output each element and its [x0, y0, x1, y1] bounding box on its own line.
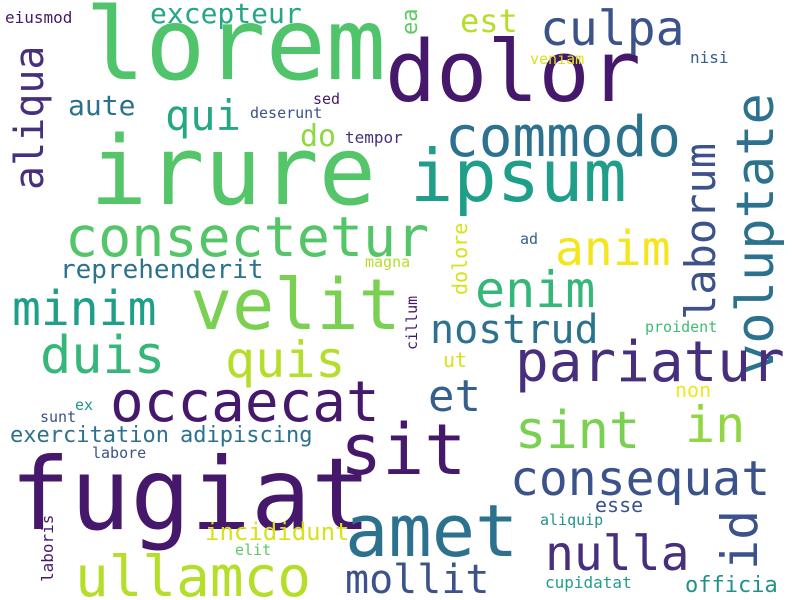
- word-ut: ut: [443, 348, 468, 372]
- word-deserunt: deserunt: [250, 104, 323, 122]
- word-occaecat: occaecat: [110, 370, 380, 435]
- word-consectetur: consectetur: [65, 205, 430, 269]
- word-nisi: nisi: [690, 48, 729, 67]
- word-labore: labore: [92, 444, 147, 462]
- word-esse: esse: [595, 493, 644, 517]
- word-pariatur: pariatur: [515, 330, 785, 395]
- word-consequat: consequat: [510, 451, 771, 507]
- word-ad: ad: [520, 230, 539, 248]
- word-excepteur: excepteur: [150, 0, 302, 30]
- word-tempor: tempor: [345, 128, 403, 147]
- word-fugiat: fugiat: [10, 436, 372, 553]
- word-commodo: commodo: [445, 105, 682, 170]
- word-dolor: dolor: [385, 23, 641, 122]
- word-ex: ex: [75, 396, 94, 414]
- word-magna: magna: [365, 253, 411, 271]
- word-officia: officia: [685, 573, 778, 598]
- word-sint: sint: [515, 401, 641, 461]
- word-est: est: [460, 2, 518, 40]
- word-anim: anim: [555, 221, 671, 277]
- word-do: do: [300, 119, 337, 154]
- word-ullamco: ullamco: [75, 545, 312, 600]
- word-dolore: dolore: [448, 222, 472, 295]
- word-incididunt: incididunt: [205, 518, 350, 546]
- word-reprehenderit: reprehenderit: [60, 255, 264, 285]
- word-proident: proident: [645, 318, 718, 336]
- word-aliquip: aliquip: [540, 511, 604, 529]
- word-elit: elit: [235, 541, 272, 559]
- word-laborum: laborum: [676, 142, 725, 320]
- word-aute: aute: [68, 89, 136, 122]
- word-eiusmod: eiusmod: [5, 8, 73, 27]
- word-culpa: culpa: [540, 1, 685, 57]
- word-exercitation: exercitation: [10, 423, 169, 448]
- word-duis: duis: [40, 326, 166, 386]
- word-enim: enim: [475, 261, 596, 319]
- word-nulla: nulla: [545, 526, 690, 582]
- word-non: non: [675, 378, 712, 402]
- word-ea: ea: [398, 8, 423, 36]
- word-irure: irure: [90, 117, 376, 227]
- word-cillum: cillum: [403, 295, 421, 350]
- word-amet: amet: [345, 489, 519, 573]
- word-lorem: lorem: [85, 0, 387, 103]
- word-adipiscing: adipiscing: [180, 423, 313, 448]
- word-cupidatat: cupidatat: [545, 573, 632, 592]
- word-in: in: [685, 396, 746, 454]
- word-sunt: sunt: [40, 408, 77, 426]
- word-minim: minim: [12, 281, 157, 337]
- word-qui: qui: [165, 91, 241, 140]
- word-et: et: [428, 371, 481, 422]
- word-nostrud: nostrud: [430, 307, 599, 353]
- word-sed: sed: [313, 90, 341, 108]
- word-ipsum: ipsum: [410, 134, 627, 218]
- word-laboris: laboris: [38, 514, 57, 582]
- word-sit: sit: [340, 409, 467, 491]
- word-veniam: veniam: [530, 50, 585, 68]
- word-id: id: [711, 509, 769, 570]
- word-mollit: mollit: [345, 557, 490, 600]
- word-velit: velit: [190, 264, 401, 346]
- word-quis: quis: [225, 331, 346, 389]
- word-aliqua: aliqua: [7, 45, 53, 191]
